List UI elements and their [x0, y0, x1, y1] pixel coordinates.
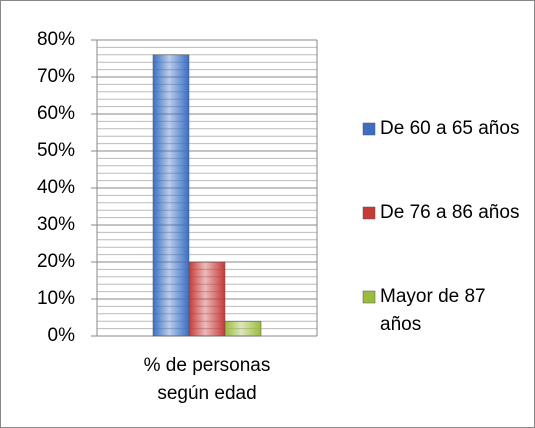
y-tick-label: 30% — [37, 214, 75, 235]
y-tick-label: 20% — [37, 251, 75, 272]
x-tick-label: % de personas según edad — [143, 355, 271, 404]
y-tick-label: 10% — [37, 288, 75, 309]
y-tick-label: 40% — [37, 177, 75, 198]
bar — [188, 261, 226, 337]
legend-swatch — [362, 290, 376, 304]
y-tick-label: 0% — [48, 325, 76, 346]
bar — [224, 320, 262, 337]
legend-label: De 60 a 65 años — [380, 118, 520, 139]
y-tick-label: 80% — [37, 29, 75, 50]
legend-swatch — [362, 122, 376, 136]
legend-label: Mayor de 87 años — [380, 286, 486, 335]
legend-swatch — [362, 206, 376, 220]
bar — [152, 54, 190, 337]
y-tick-label: 50% — [37, 140, 75, 161]
y-tick-label: 70% — [37, 66, 75, 87]
legend-label: De 76 a 86 años — [380, 202, 520, 223]
y-tick-label: 60% — [37, 103, 75, 124]
